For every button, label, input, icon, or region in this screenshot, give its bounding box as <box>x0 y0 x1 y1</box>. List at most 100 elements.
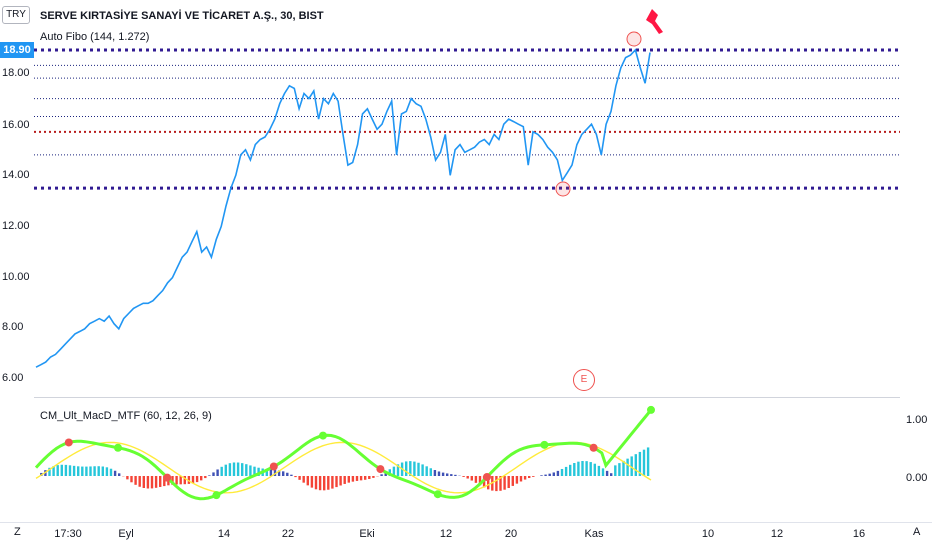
macd-histogram-bar <box>97 466 100 476</box>
macd-histogram-bar <box>318 476 322 491</box>
macd-histogram-bar <box>544 474 547 476</box>
macd-histogram-bar <box>179 476 182 485</box>
macd-histogram-bar <box>634 454 637 476</box>
macd-histogram-bar <box>163 476 166 487</box>
macd-histogram-bar <box>417 462 420 476</box>
macd-histogram-bar <box>208 475 211 476</box>
macd-cross-marker <box>483 472 491 481</box>
macd-histogram-bar <box>195 476 199 483</box>
macd-histogram-bar <box>573 463 576 476</box>
macd-histogram-bar <box>466 476 469 479</box>
macd-histogram-bar <box>89 466 92 476</box>
macd-histogram-bar <box>85 466 88 476</box>
x-tick-label: 16 <box>852 528 866 540</box>
macd-histogram-bar <box>200 476 203 481</box>
symbol-title[interactable]: SERVE KIRTASİYE SANAYİ VE TİCARET A.Ş., … <box>40 10 324 22</box>
macd-histogram-bar <box>614 465 617 476</box>
macd-histogram-bar <box>52 466 55 476</box>
macd-histogram-bar <box>134 476 137 485</box>
macd-histogram-bar <box>113 470 117 476</box>
macd-histogram-bar <box>532 476 535 477</box>
macd-cross-marker <box>212 491 221 500</box>
macd-histogram-bar <box>146 476 150 489</box>
macd-cross-marker <box>163 473 172 482</box>
y-tick-label: 14.00 <box>2 169 30 181</box>
macd-histogram-bar <box>183 476 186 485</box>
price-series-line <box>35 48 651 368</box>
macd-histogram-bar <box>630 456 633 476</box>
macd-histogram-bar <box>323 476 326 491</box>
macd-histogram-bar <box>564 466 568 476</box>
macd-histogram-bar <box>118 473 121 476</box>
macd-histogram-bar <box>577 461 580 476</box>
macd-cross-marker <box>269 462 278 471</box>
macd-histogram-bar <box>109 468 113 476</box>
y-tick-label: 18.00 <box>2 67 30 79</box>
macd-histogram-bar <box>560 468 564 476</box>
macd-cross-marker <box>114 443 122 452</box>
macd-histogram-bar <box>351 476 355 482</box>
macd-histogram-bar <box>523 476 527 480</box>
macd-histogram-bar <box>191 476 195 484</box>
macd-line <box>34 408 653 501</box>
macd-histogram-bar <box>298 476 301 480</box>
macd-histogram-bar <box>487 476 490 490</box>
macd-histogram-bar <box>236 462 240 476</box>
currency-selector[interactable]: TRY <box>2 6 30 24</box>
x-tick-label: 17:30 <box>54 528 82 540</box>
macd-histogram-bar <box>441 472 445 476</box>
macd-histogram-bar <box>499 476 502 491</box>
macd-histogram-bar <box>478 476 482 486</box>
macd-histogram-bar <box>585 461 588 476</box>
macd-histogram-bar <box>601 468 605 476</box>
macd-histogram-bar <box>187 476 191 484</box>
macd-histogram-bar <box>290 474 293 476</box>
macd-histogram-bar <box>68 465 72 476</box>
macd-histogram-bar <box>462 476 465 477</box>
macd-histogram-bar <box>392 466 396 476</box>
macd-histogram-bar <box>581 461 584 476</box>
pane-divider[interactable] <box>34 397 900 398</box>
zigzag-flag-marker <box>646 9 663 34</box>
macd-histogram-bar <box>105 467 109 476</box>
macd-histogram-bar <box>327 476 330 490</box>
macd-histogram-bar <box>93 466 96 476</box>
macd-cross-marker <box>376 465 385 474</box>
macd-histogram-bar <box>622 460 625 476</box>
macd-histogram-bar <box>245 464 248 476</box>
macd-histogram-bar <box>359 476 363 481</box>
macd-cross-marker <box>64 438 73 447</box>
macd-histogram-bar <box>257 467 260 476</box>
x-tick-label: 12 <box>770 528 784 540</box>
macd-tick-label: 1.00 <box>906 414 928 426</box>
price-chart[interactable] <box>0 0 932 522</box>
macd-histogram-bar <box>150 476 154 489</box>
macd-histogram-bar <box>610 473 613 476</box>
macd-histogram-bar <box>372 476 375 478</box>
macd-histogram-bar <box>339 476 342 486</box>
macd-cross-marker <box>319 431 327 440</box>
zoom-toggle-button[interactable]: Z <box>14 526 21 538</box>
macd-histogram-bar <box>446 473 449 476</box>
earnings-event-marker[interactable]: E <box>573 369 595 391</box>
macd-histogram-bar <box>269 469 273 476</box>
macd-legend[interactable]: CM_Ult_MacD_MTF (60, 12, 26, 9) <box>40 410 212 422</box>
macd-histogram-bar <box>77 466 80 476</box>
macd-histogram-bar <box>154 476 158 488</box>
price-axis[interactable]: 18.00 16.00 14.00 12.00 10.00 8.00 6.00 <box>0 0 34 522</box>
macd-histogram-bar <box>286 472 289 476</box>
macd-histogram-bar <box>409 461 412 476</box>
macd-histogram-bar <box>405 461 408 476</box>
macd-histogram-bar <box>454 474 457 476</box>
macd-histogram-bar <box>306 476 309 486</box>
x-tick-label: 14 <box>217 528 231 540</box>
auto-fibo-legend[interactable]: Auto Fibo (144, 1.272) <box>40 31 150 43</box>
macd-histogram-bar <box>552 472 555 476</box>
x-tick-label: Eyl <box>118 528 134 540</box>
macd-histogram-bar <box>343 476 346 484</box>
macd-histogram-bar <box>171 476 174 485</box>
auto-scale-button[interactable]: A <box>913 526 921 538</box>
x-tick-label: 10 <box>701 528 715 540</box>
macd-histogram-bar <box>642 449 646 476</box>
macd-histogram-bar <box>249 465 252 476</box>
